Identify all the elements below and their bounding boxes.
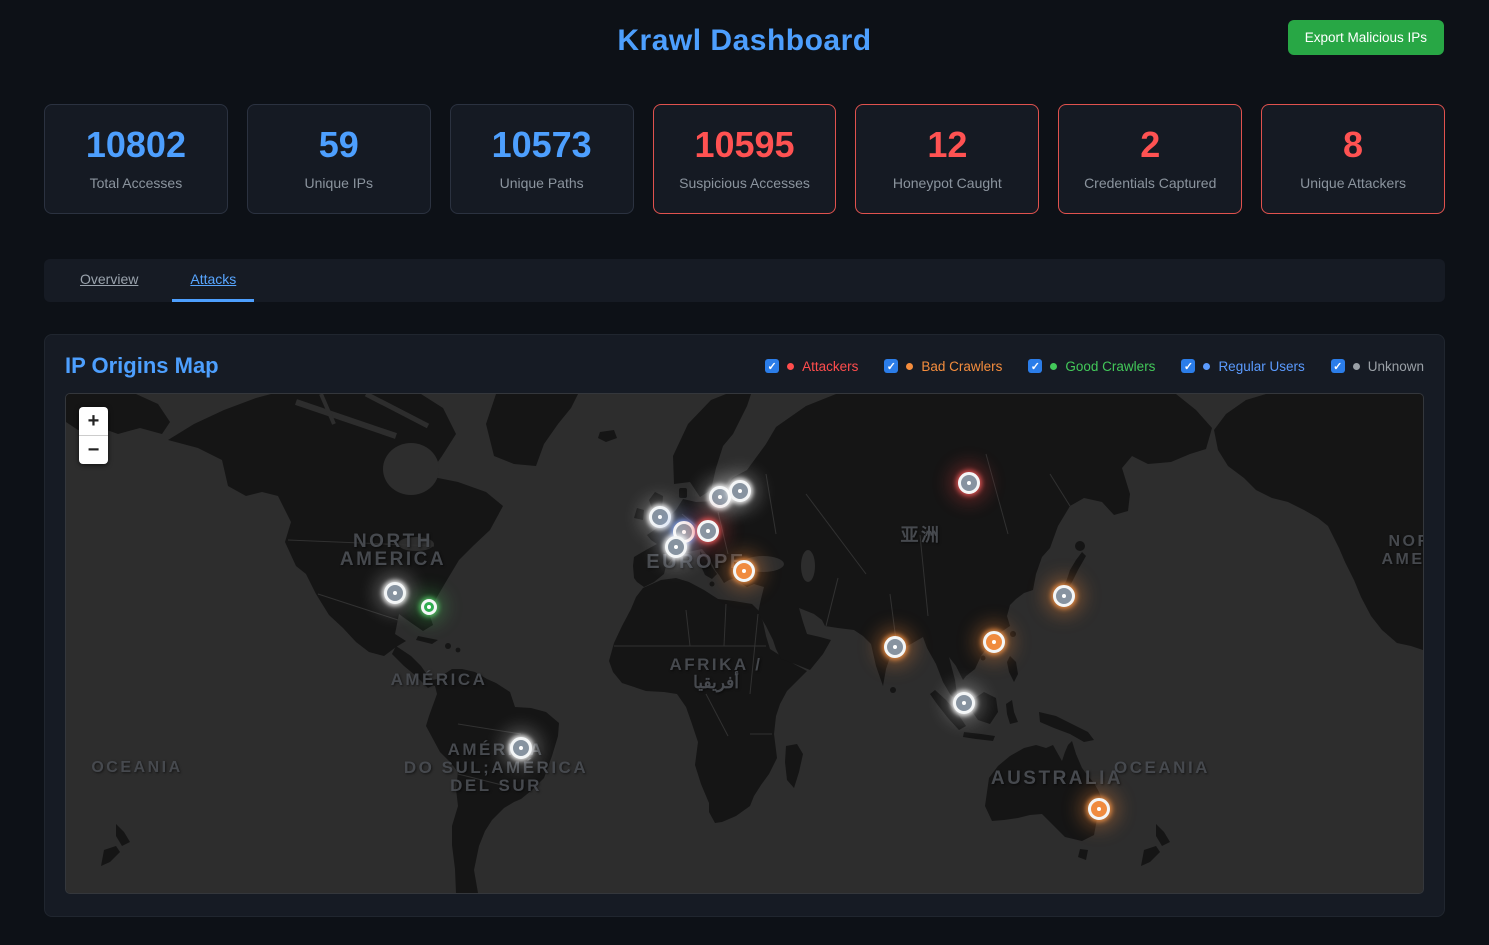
export-malicious-ips-button[interactable]: Export Malicious IPs bbox=[1287, 20, 1444, 55]
map-marker-unknown[interactable] bbox=[649, 506, 671, 528]
legend-dot-icon bbox=[1352, 362, 1360, 370]
map-marker-unknown[interactable] bbox=[510, 737, 532, 759]
map-marker-bad-crawler[interactable] bbox=[1088, 798, 1110, 820]
legend-dot-icon bbox=[787, 362, 795, 370]
zoom-in-button[interactable]: + bbox=[79, 407, 108, 436]
stat-value: 10802 bbox=[85, 124, 186, 165]
legend-label: Bad Crawlers bbox=[921, 358, 1003, 374]
legend-checkbox[interactable]: ✓ bbox=[765, 359, 780, 373]
legend-item: ✓ Bad Crawlers bbox=[884, 359, 1002, 374]
stat-value: 59 bbox=[318, 124, 359, 165]
stat-label: Unique Paths bbox=[499, 175, 584, 191]
legend-label: Good Crawlers bbox=[1065, 358, 1156, 374]
stat-card: 10595 Suspicious Accesses bbox=[652, 104, 837, 214]
ip-origins-panel: IP Origins Map ✓ Attackers ✓ Bad Crawlers ✓ G… bbox=[44, 334, 1445, 917]
map-marker-attacker[interactable] bbox=[958, 472, 980, 494]
map-legend: ✓ Attackers ✓ Bad Crawlers ✓ Good Crawlers ✓ Re… bbox=[765, 359, 1424, 374]
stat-label: Credentials Captured bbox=[1084, 175, 1217, 191]
legend-dot-icon bbox=[1050, 362, 1058, 370]
stat-card: 8 Unique Attackers bbox=[1261, 104, 1445, 214]
stat-value: 8 bbox=[1343, 124, 1364, 165]
map-marker-attacker[interactable] bbox=[697, 520, 719, 542]
stat-card: 10573 Unique Paths bbox=[449, 104, 634, 214]
panel-header: IP Origins Map ✓ Attackers ✓ Bad Crawlers ✓ G… bbox=[65, 353, 1424, 379]
stat-value: 10595 bbox=[694, 124, 795, 165]
legend-checkbox[interactable]: ✓ bbox=[1330, 359, 1345, 373]
stat-value: 12 bbox=[927, 124, 968, 165]
stat-label: Honeypot Caught bbox=[892, 175, 1002, 191]
map-marker-bad-crawler[interactable] bbox=[983, 631, 1005, 653]
legend-dot-icon bbox=[1203, 362, 1211, 370]
legend-dot-icon bbox=[906, 362, 914, 370]
world-map-svg bbox=[66, 394, 1423, 893]
stat-value: 10573 bbox=[491, 124, 592, 165]
stat-card: 59 Unique IPs bbox=[246, 104, 431, 214]
header: Krawl Dashboard Export Malicious IPs bbox=[44, 0, 1445, 88]
tab-bar: Overview Attacks bbox=[44, 259, 1445, 302]
legend-checkbox[interactable]: ✓ bbox=[1028, 359, 1043, 373]
stat-card: 10802 Total Accesses bbox=[44, 104, 228, 214]
legend-label: Attackers bbox=[802, 358, 859, 374]
legend-checkbox[interactable]: ✓ bbox=[1181, 359, 1196, 373]
legend-label: Unknown bbox=[1367, 358, 1424, 374]
stat-card: 12 Honeypot Caught bbox=[855, 104, 1040, 214]
legend-label: Regular Users bbox=[1218, 358, 1305, 374]
legend-item: ✓ Regular Users bbox=[1181, 358, 1305, 374]
page-title: Krawl Dashboard bbox=[617, 24, 872, 57]
world-map[interactable]: NORTH AMERICA AMÉRICA AMÉRICA DO SUL;AMÉRICA… bbox=[65, 393, 1424, 894]
stat-card: 2 Credentials Captured bbox=[1058, 104, 1243, 214]
map-marker-good-crawler[interactable] bbox=[421, 599, 437, 615]
map-marker-unknown[interactable] bbox=[665, 536, 687, 558]
map-marker-unknown[interactable] bbox=[953, 692, 975, 714]
map-marker-bad-crawler[interactable] bbox=[884, 636, 906, 658]
map-zoom-control: + − bbox=[79, 407, 108, 464]
legend-item: ✓ Attackers bbox=[765, 359, 858, 374]
legend-checkbox[interactable]: ✓ bbox=[884, 359, 899, 373]
map-marker-unknown[interactable] bbox=[709, 486, 731, 508]
dashboard-page: Krawl Dashboard Export Malicious IPs 108… bbox=[0, 0, 1489, 917]
map-marker-bad-crawler[interactable] bbox=[1053, 585, 1075, 607]
legend-item: ✓ Unknown bbox=[1330, 358, 1424, 374]
stat-label: Unique Attackers bbox=[1300, 175, 1406, 191]
map-marker-bad-crawler[interactable] bbox=[733, 560, 755, 582]
zoom-out-button[interactable]: − bbox=[87, 438, 100, 461]
tab-overview[interactable]: Overview bbox=[80, 271, 139, 287]
map-marker-unknown[interactable] bbox=[729, 480, 751, 502]
stat-label: Suspicious Accesses bbox=[679, 175, 810, 191]
stats-row: 10802 Total Accesses 59 Unique IPs 10573 Uniq… bbox=[44, 104, 1445, 214]
stat-label: Total Accesses bbox=[89, 175, 183, 191]
panel-title: IP Origins Map bbox=[65, 353, 219, 378]
stat-value: 2 bbox=[1140, 124, 1161, 165]
map-marker-unknown[interactable] bbox=[384, 582, 406, 604]
stat-label: Unique IPs bbox=[304, 175, 374, 191]
legend-item: ✓ Good Crawlers bbox=[1028, 359, 1155, 374]
tab-attacks[interactable]: Attacks bbox=[172, 259, 255, 302]
